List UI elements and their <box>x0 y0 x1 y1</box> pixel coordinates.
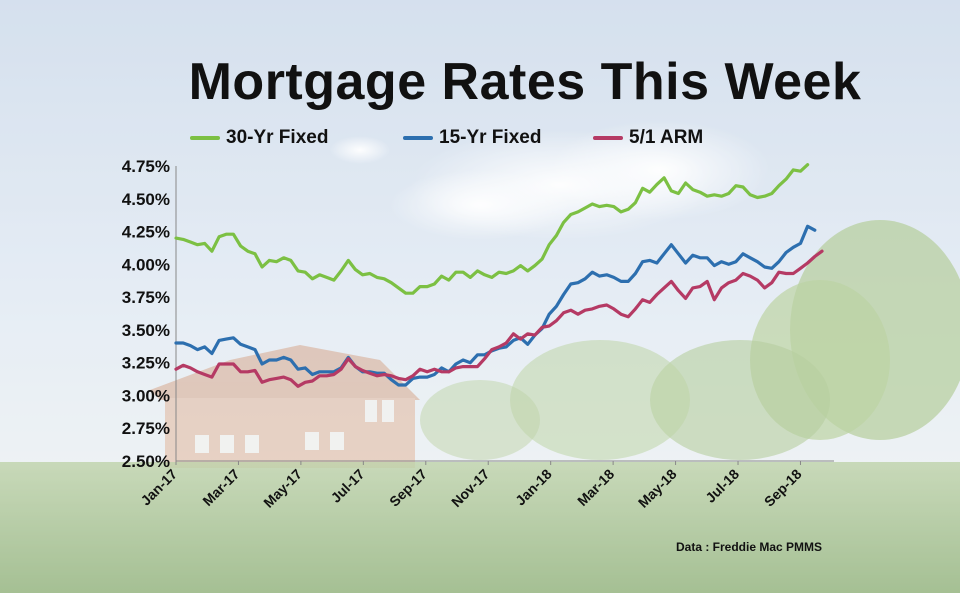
x-tick-label: Nov-17 <box>448 466 492 510</box>
series-line-3 <box>174 249 824 388</box>
x-tick-label: May-17 <box>260 466 305 511</box>
legend-item-arm: 5/1 ARM <box>593 127 703 149</box>
data-source-note: Data : Freddie Mac PMMS <box>676 540 823 554</box>
x-tick-label: Jan-18 <box>512 466 555 509</box>
y-tick-label: 2.50% <box>122 452 170 471</box>
x-tick-label: Sep-18 <box>761 466 805 510</box>
x-tick-label: May-18 <box>635 466 680 511</box>
legend-label-30yr: 30-Yr Fixed <box>226 127 329 148</box>
x-tick-label: Sep-17 <box>386 466 430 510</box>
legend-item-30yr: 30-Yr Fixed <box>190 127 328 149</box>
y-tick-label: 3.25% <box>122 354 170 373</box>
legend-swatch-30yr <box>190 136 220 140</box>
legend-label-arm: 5/1 ARM <box>629 127 704 148</box>
legend-swatch-arm <box>593 136 623 140</box>
series-line-2 <box>174 224 817 387</box>
y-tick-label: 3.00% <box>122 386 170 405</box>
y-tick-label: 4.50% <box>122 190 170 209</box>
x-tick-label: Mar-17 <box>199 466 242 509</box>
y-tick-label: 4.00% <box>122 255 170 274</box>
legend-swatch-15yr <box>403 136 433 140</box>
x-tick-label: Jan-17 <box>137 466 180 509</box>
x-tick-label: Mar-18 <box>574 466 617 509</box>
y-tick-label: 3.75% <box>122 288 170 307</box>
page-title: Mortgage Rates This Week <box>188 53 862 111</box>
legend-item-15yr: 15-Yr Fixed <box>403 127 541 149</box>
y-tick-label: 3.50% <box>122 321 170 340</box>
y-tick-label: 4.75% <box>122 157 170 176</box>
x-tick-label: Jul-17 <box>328 466 368 506</box>
y-tick-label: 4.25% <box>122 223 170 242</box>
y-tick-label: 2.75% <box>122 419 170 438</box>
series-line-1 <box>174 163 810 295</box>
legend-label-15yr: 15-Yr Fixed <box>439 127 542 148</box>
x-tick-label: Jul-18 <box>702 466 742 506</box>
